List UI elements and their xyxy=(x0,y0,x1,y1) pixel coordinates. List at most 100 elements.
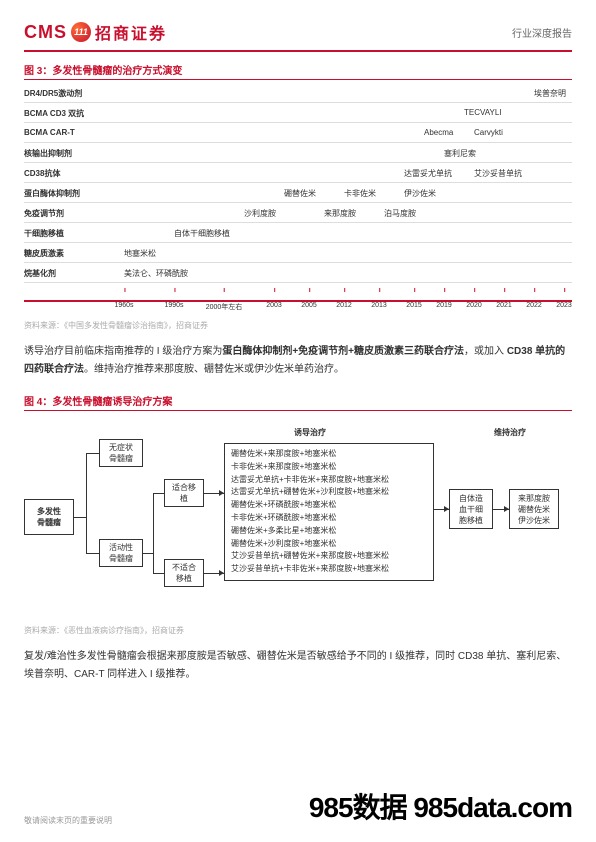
paragraph-2: 复发/难治性多发性骨髓瘤会根据来那度胺是否敏感、硼替佐米是否敏感给予不同的 I … xyxy=(24,648,572,684)
diagram-node-active: 活动性 骨髓瘤 xyxy=(99,539,143,567)
timeline-tick: 2020 xyxy=(466,302,482,309)
diagram-connector xyxy=(153,493,154,573)
page-footer: 敬请阅读末页的重要说明 985数据 985data.com xyxy=(24,786,572,826)
timeline-gridline xyxy=(24,122,572,123)
diagram-regimen-item: 卡非佐米+环磷酰胺+地塞米松 xyxy=(231,512,427,525)
figure-4-title: 图 4：多发性骨髓瘤诱导治疗方案 xyxy=(24,393,572,411)
diagram-regimen-item: 硼替佐米+来那度胺+地塞米松 xyxy=(231,448,427,461)
footer-watermark: 985数据 985data.com xyxy=(309,786,572,826)
timeline-drug: 卡非佐米 xyxy=(344,188,376,199)
para1-text3: 。维持治疗推荐来那度胺、硼替佐米或伊沙佐米单药治疗。 xyxy=(84,364,344,375)
timeline-gridline xyxy=(24,102,572,103)
diagram-connector xyxy=(74,517,86,518)
logo-circle-icon: 111 xyxy=(71,22,91,42)
timeline-category: 干细胞移植 xyxy=(24,228,64,239)
timeline-category: 核输出抑制剂 xyxy=(24,148,72,159)
timeline-drug: 埃普奈明 xyxy=(534,88,566,99)
timeline-tick: 2012 xyxy=(336,302,352,309)
diagram-regimen-item: 硼替佐米+多柔比星+地塞米松 xyxy=(231,525,427,538)
diagram-root: 多发性 骨髓瘤 xyxy=(24,499,74,535)
timeline-tick: 2022 xyxy=(526,302,542,309)
timeline-ticks: 1960s 1990s 2000年左右 2003 2005 2012 2013 2015 201… xyxy=(24,302,572,316)
diagram-connector xyxy=(153,573,164,574)
diagram-arrow-icon xyxy=(219,490,224,496)
timeline-drug: Abecma xyxy=(424,128,453,137)
timeline-tick: 2015 xyxy=(406,302,422,309)
paragraph-1: 诱导治疗目前临床指南推荐的 I 级治疗方案为蛋白酶体抑制剂+免疫调节剂+糖皮质激… xyxy=(24,343,572,379)
diagram-arrow-icon xyxy=(504,506,509,512)
timeline-tick: 2013 xyxy=(371,302,387,309)
timeline-category: 蛋白酶体抑制剂 xyxy=(24,188,80,199)
timeline-tick: 1960s xyxy=(114,302,133,309)
diagram-regimen-item: 艾沙妥昔单抗+卡非佐米+来那度胺+地塞米松 xyxy=(231,563,427,576)
timeline-gridline xyxy=(24,142,572,143)
diagram-connector xyxy=(86,553,99,554)
timeline-drug: 艾沙妥昔单抗 xyxy=(474,168,522,179)
timeline-tick: 2019 xyxy=(436,302,452,309)
timeline-drug: 硼替佐米 xyxy=(284,188,316,199)
timeline-category: BCMA CAR-T xyxy=(24,128,75,137)
timeline-drug: 美法仑、环磷酰胺 xyxy=(124,268,188,279)
diagram-regimen-item: 艾沙妥昔单抗+硼替佐米+来那度胺+地塞米松 xyxy=(231,550,427,563)
para1-bold1: 蛋白酶体抑制剂+免疫调节剂+糖皮质激素三药联合疗法 xyxy=(222,346,464,357)
timeline-tick: 2003 xyxy=(266,302,282,309)
footer-disclaimer: 敬请阅读末页的重要说明 xyxy=(24,815,112,826)
timeline-tick: 2023 xyxy=(556,302,572,309)
diagram-node-asymptomatic: 无症状 骨髓瘤 xyxy=(99,439,143,467)
timeline-gridline xyxy=(24,182,572,183)
logo-cms: CMS xyxy=(24,22,67,43)
timeline-tick: 2005 xyxy=(301,302,317,309)
timeline-gridline xyxy=(24,162,572,163)
timeline-category: 免疫调节剂 xyxy=(24,208,64,219)
timeline-drug: 来那度胺 xyxy=(324,208,356,219)
diagram-regimen-item: 达雷妥尤单抗+硼替佐米+沙利度胺+地塞米松 xyxy=(231,486,427,499)
timeline-drug: 达雷妥尤单抗 xyxy=(404,168,452,179)
timeline-drug: 沙利度胺 xyxy=(244,208,276,219)
diagram-heading-induction: 诱导治疗 xyxy=(294,427,326,438)
timeline-category: 糖皮质激素 xyxy=(24,248,64,259)
diagram-heading-maintenance: 维持治疗 xyxy=(494,427,526,438)
diagram-regimen-item: 卡非佐米+来那度胺+地塞米松 xyxy=(231,461,427,474)
diagram-arrow-icon xyxy=(219,570,224,576)
diagram-node-maintenance: 来那度胺 硼替佐米 伊沙佐米 xyxy=(509,489,559,529)
figure-3-source: 资料来源：《中国多发性骨髓瘤诊治指南》，招商证券 xyxy=(24,320,572,331)
diagram-connector xyxy=(86,453,99,454)
timeline-gridline xyxy=(24,222,572,223)
timeline-gridline xyxy=(24,262,572,263)
diagram-node-transplant-no: 不适合 移植 xyxy=(164,559,204,587)
timeline-category: 烷基化剂 xyxy=(24,268,56,279)
timeline-gridline xyxy=(24,282,572,283)
diagram-regimen-list: 硼替佐米+来那度胺+地塞米松卡非佐米+来那度胺+地塞米松达雷妥尤单抗+卡非佐米+… xyxy=(224,443,434,581)
diagram-arrow-icon xyxy=(444,506,449,512)
diagram-regimen-item: 达雷妥尤单抗+卡非佐米+来那度胺+地塞米松 xyxy=(231,474,427,487)
page-header: CMS 111 招商证券 行业深度报告 xyxy=(24,20,572,52)
figure-3-title: 图 3：多发性骨髓瘤的治疗方式演变 xyxy=(24,62,572,80)
diagram-connector xyxy=(86,453,87,553)
timeline-tick: 2021 xyxy=(496,302,512,309)
header-report-type: 行业深度报告 xyxy=(512,25,572,40)
timeline-gridline xyxy=(24,242,572,243)
timeline-category: DR4/DR5激动剂 xyxy=(24,88,82,99)
timeline-drug: 泊马度胺 xyxy=(384,208,416,219)
timeline-drug: TECVAYLI xyxy=(464,108,502,117)
timeline-tick: 2000年左右 xyxy=(206,302,243,312)
diagram-regimen-item: 硼替佐米+沙利度胺+地塞米松 xyxy=(231,538,427,551)
timeline-drug: Carvykti xyxy=(474,128,503,137)
diagram-connector xyxy=(153,493,164,494)
timeline-drug: 塞利尼索 xyxy=(444,148,476,159)
timeline-gridline xyxy=(24,202,572,203)
diagram-node-asct: 自体造 血干细 胞移植 xyxy=(449,489,493,529)
timeline-drug: 自体干细胞移植 xyxy=(174,228,230,239)
para1-text2: ，或加入 xyxy=(464,346,507,357)
diagram-node-transplant-ok: 适合移 植 xyxy=(164,479,204,507)
timeline-category: CD38抗体 xyxy=(24,168,60,179)
para1-text1: 诱导治疗目前临床指南推荐的 I 级治疗方案为 xyxy=(24,346,222,357)
timeline-tick: 1990s xyxy=(164,302,183,309)
diagram-connector xyxy=(143,553,153,554)
figure-4-source: 资料来源：《恶性血液病诊疗指南》，招商证券 xyxy=(24,625,572,636)
diagram-regimen-item: 硼替佐米+环磷酰胺+地塞米松 xyxy=(231,499,427,512)
timeline-drug: 伊沙佐米 xyxy=(404,188,436,199)
figure-3-timeline: 1960s 1990s 2000年左右 2003 2005 2012 2013 2015 201… xyxy=(24,88,572,316)
logo: CMS 111 招商证券 xyxy=(24,20,167,44)
timeline-drug: 地塞米松 xyxy=(124,248,156,259)
